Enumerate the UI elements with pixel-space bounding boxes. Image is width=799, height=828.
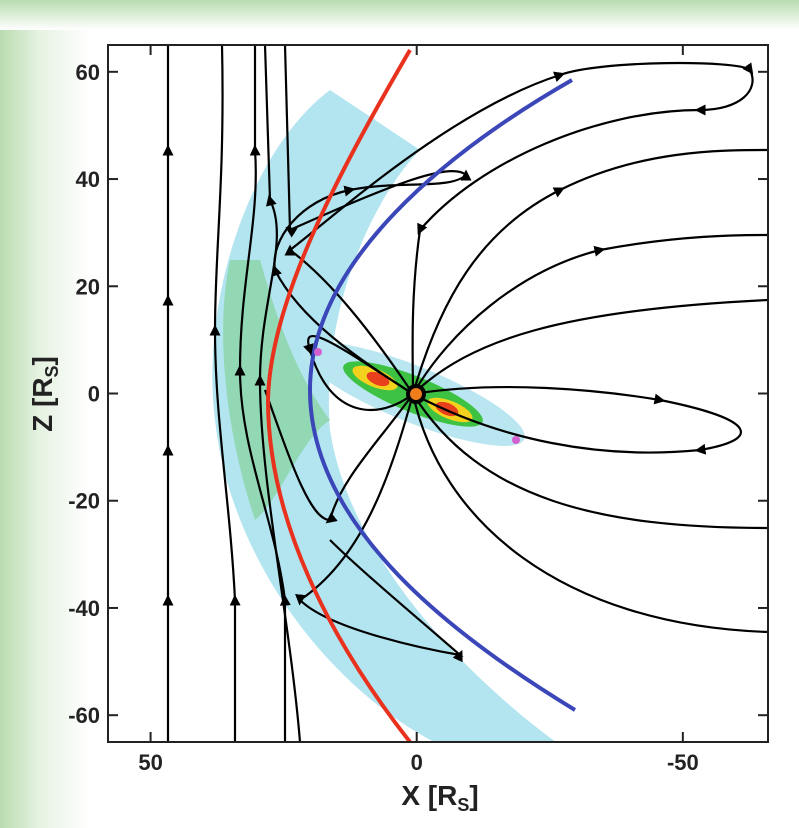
planet xyxy=(410,388,422,400)
field-line xyxy=(412,233,768,395)
plot-area xyxy=(108,45,768,742)
blue-curve xyxy=(307,78,577,712)
y-tick-label: 60 xyxy=(76,60,100,85)
y-tick-label: -60 xyxy=(68,703,100,728)
x-tick-label: 0 xyxy=(411,750,423,775)
field-line xyxy=(411,393,768,634)
marker-dot xyxy=(314,348,322,356)
field-line xyxy=(303,334,414,412)
top-band xyxy=(0,0,799,30)
x-tick-label: 50 xyxy=(138,750,162,775)
y-axis-label: Z [RS] xyxy=(27,356,62,432)
x-tick-label: -50 xyxy=(667,750,699,775)
field-line xyxy=(411,148,768,395)
y-tick-label: 20 xyxy=(76,274,100,299)
field-line xyxy=(412,386,742,455)
field-line xyxy=(209,45,241,742)
red-curve xyxy=(265,48,412,742)
field-line xyxy=(295,393,464,663)
y-tick-label: 0 xyxy=(88,382,100,407)
field-line xyxy=(284,61,754,395)
field-line xyxy=(412,298,768,395)
y-tick-label: 40 xyxy=(76,167,100,192)
field-line xyxy=(234,45,291,742)
y-tick-label: -20 xyxy=(68,489,100,514)
y-tick-label: -40 xyxy=(68,596,100,621)
field-line xyxy=(263,389,414,524)
marker-dot xyxy=(512,436,520,444)
field-line xyxy=(412,393,768,530)
x-axis-label: X [RS] xyxy=(401,780,478,815)
